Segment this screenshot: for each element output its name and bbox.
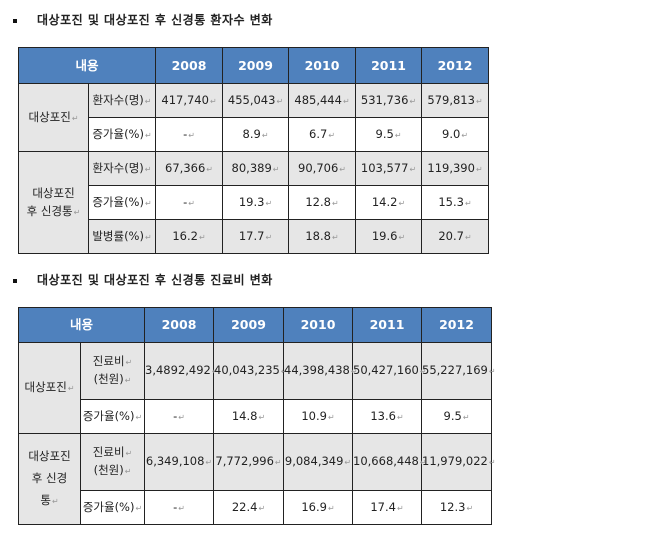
patients-table: 내용 2008 2009 2010 2011 2012 대상포진 환자수(명) … [17,47,490,254]
group-label: 대상포진 [18,83,89,152]
cell: 12.3 [421,490,493,525]
header-year: 2010 [283,307,354,343]
row-label: 환자수(명) [87,151,157,186]
header-year: 2008 [144,307,215,343]
table-header-row: 내용 2008 2009 2010 2011 2012 [17,47,490,84]
cell: 80,389 [222,151,290,186]
table-row: 증가율(%) - 8.9 6.7 9.5 9.0 [18,117,490,152]
section-title-patients: 대상포진 및 대상포진 후 신경통 환자수 변화 [13,11,273,28]
row-label-line: 진료비 [81,444,144,462]
cell: 455,043 [222,83,290,118]
cell: 15.3 [421,185,490,220]
cell: 12.8 [288,185,357,220]
row-label: 진료비(천원) [79,342,146,400]
cell: 67,366 [155,151,224,186]
section-title-text: 대상포진 및 대상포진 후 신경통 진료비 변화 [37,273,273,287]
table-row: 증가율(%) - 14.8 10.9 13.6 9.5 [18,399,493,434]
section-title-text: 대상포진 및 대상포진 후 신경통 환자수 변화 [37,13,273,27]
table-row: 증가율(%) - 19.3 12.8 14.2 15.3 [18,185,490,220]
cell: 18.8 [288,219,357,254]
cell: - [155,117,224,152]
row-label: 증가율(%) [87,117,157,152]
cell: - [144,490,215,525]
cell: 19.6 [355,219,423,254]
costs-table: 내용 2008 2009 2010 2011 2012 대상포진 진료비(천원)… [17,307,493,525]
cell: 3,4892,492 [144,342,215,400]
cell: 579,813 [421,83,490,118]
cell: 90,706 [288,151,357,186]
cell: 17.4 [352,490,423,525]
group-label-line: 통 [19,490,80,512]
cell: 50,427,160 [352,342,423,400]
header-content: 내용 [17,47,157,84]
group-label: 대상포진 [18,342,81,434]
row-label-line: (천원) [81,371,144,389]
cell: 14.2 [355,185,423,220]
bullet-icon [13,18,17,23]
header-year: 2010 [288,47,357,84]
row-label: 환자수(명) [87,83,157,118]
cell: 7,772,996 [213,433,285,491]
cell: 485,444 [288,83,357,118]
cell: 22.4 [213,490,285,525]
table-row: 발병률(%) 16.2 17.7 18.8 19.6 20.7 [18,219,490,254]
group-label-line: 후 신경통 [19,203,88,221]
cell: 103,577 [355,151,423,186]
table-row: 증가율(%) - 22.4 16.9 17.4 12.3 [18,490,493,525]
cell: 10.9 [283,399,354,434]
row-label: 증가율(%) [79,490,146,525]
cell: 531,736 [355,83,423,118]
cell: 19.3 [222,185,290,220]
cell: 13.6 [352,399,423,434]
cell: 44,398,438 [283,342,354,400]
header-content: 내용 [17,307,146,343]
cell: - [144,399,215,434]
header-year: 2008 [155,47,224,84]
cell: 119,390 [421,151,490,186]
cell: 14.8 [213,399,285,434]
row-label: 진료비(천원) [79,433,146,491]
row-label-line: 진료비 [81,353,144,371]
header-year: 2011 [352,307,423,343]
table-row: 대상포진 진료비(천원) 3,4892,492 40,043,235 44,39… [18,342,493,434]
cell: 20.7 [421,219,490,254]
cell: 8.9 [222,117,290,152]
header-year: 2009 [222,47,290,84]
group-label-line: 대상포진 [28,449,71,464]
bullet-icon [13,278,17,283]
cell: 6.7 [288,117,357,152]
header-year: 2011 [355,47,423,84]
cell: 16.9 [283,490,354,525]
cell: 417,740 [155,83,224,118]
group-label-line: 대상포진 [32,185,75,200]
cell: 9,084,349 [283,433,354,491]
row-label-line: (천원) [81,462,144,480]
header-year: 2009 [213,307,285,343]
row-label: 증가율(%) [87,185,157,220]
table-header-row: 내용 2008 2009 2010 2011 2012 [17,307,493,343]
section-title-costs: 대상포진 및 대상포진 후 신경통 진료비 변화 [13,271,273,288]
cell: 9.5 [355,117,423,152]
cell: 17.7 [222,219,290,254]
cell: 9.5 [421,399,493,434]
row-label: 증가율(%) [79,399,146,434]
cell: - [155,185,224,220]
cell: 11,979,022 [421,433,493,491]
group-label-line: 후 신경 [31,471,68,486]
row-label: 발병률(%) [87,219,157,254]
header-year: 2012 [421,47,490,84]
cell: 9.0 [421,117,490,152]
table-row: 대상포진 환자수(명) 417,740 455,043 485,444 531,… [18,83,490,152]
cell: 55,227,169 [421,342,493,400]
cell: 10,668,448 [352,433,423,491]
header-year: 2012 [421,307,493,343]
cell: 6,349,108 [144,433,215,491]
cell: 40,043,235 [213,342,285,400]
cell: 16.2 [155,219,224,254]
